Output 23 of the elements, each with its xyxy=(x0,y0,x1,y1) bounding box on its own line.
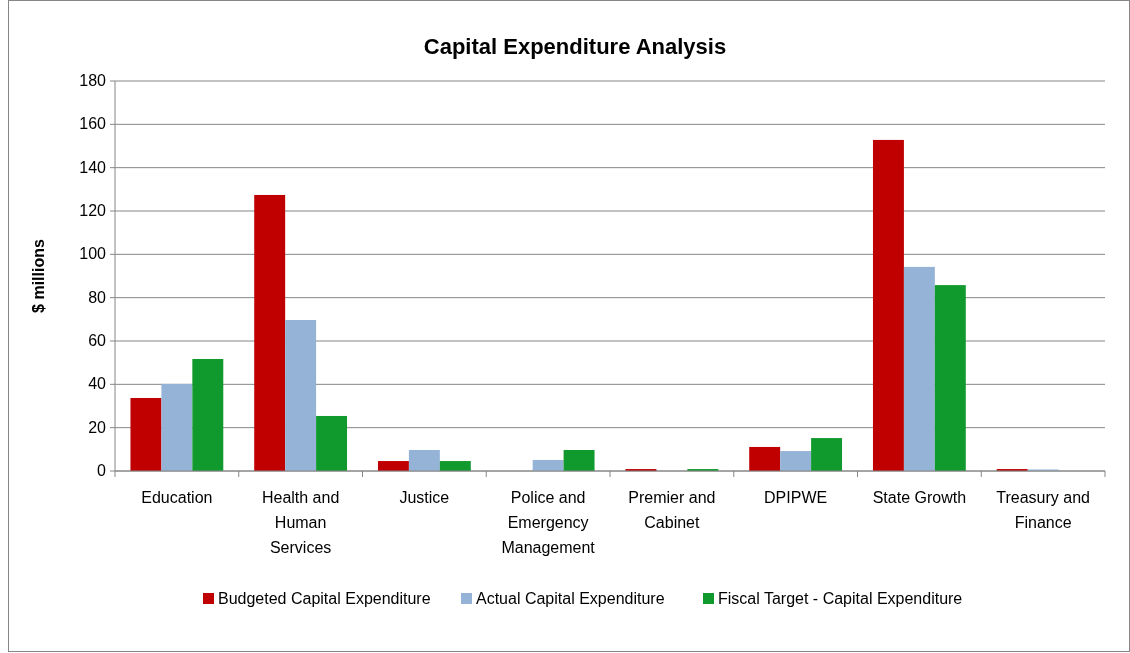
y-tick-label: 140 xyxy=(79,158,107,176)
x-tick-label: Justice xyxy=(399,489,450,506)
x-tick-label: Police and Emergency Management xyxy=(501,489,596,556)
y-axis-title: $ millions xyxy=(30,239,47,313)
legend-label: Actual Capital Expenditure xyxy=(476,590,665,607)
y-tick-label: 120 xyxy=(79,202,107,219)
x-tick-label: Education xyxy=(141,489,213,506)
y-tick-label: 80 xyxy=(88,288,107,306)
y-tick-label: 160 xyxy=(79,115,107,133)
y-tick-label: 40 xyxy=(88,375,107,393)
y-tick-label: 180 xyxy=(79,72,107,89)
y-tick-label: 20 xyxy=(88,418,107,436)
y-tick-label: 100 xyxy=(79,245,107,263)
x-tick-label: Treasury and Finance xyxy=(996,489,1090,531)
x-tick-label: Premier and Cabinet xyxy=(628,489,716,531)
legend-label: Fiscal Target - Capital Expenditure xyxy=(718,590,963,607)
legend-label: Budgeted Capital Expenditure xyxy=(218,590,431,607)
x-tick-label: Health and Human Services xyxy=(261,489,340,556)
y-tick-label: 0 xyxy=(97,462,107,479)
chart-title: Capital Expenditure Analysis xyxy=(423,34,727,59)
x-tick-label: DPIPWE xyxy=(764,489,828,506)
x-tick-label: State Growth xyxy=(872,489,967,506)
y-tick-label: 60 xyxy=(88,332,107,349)
